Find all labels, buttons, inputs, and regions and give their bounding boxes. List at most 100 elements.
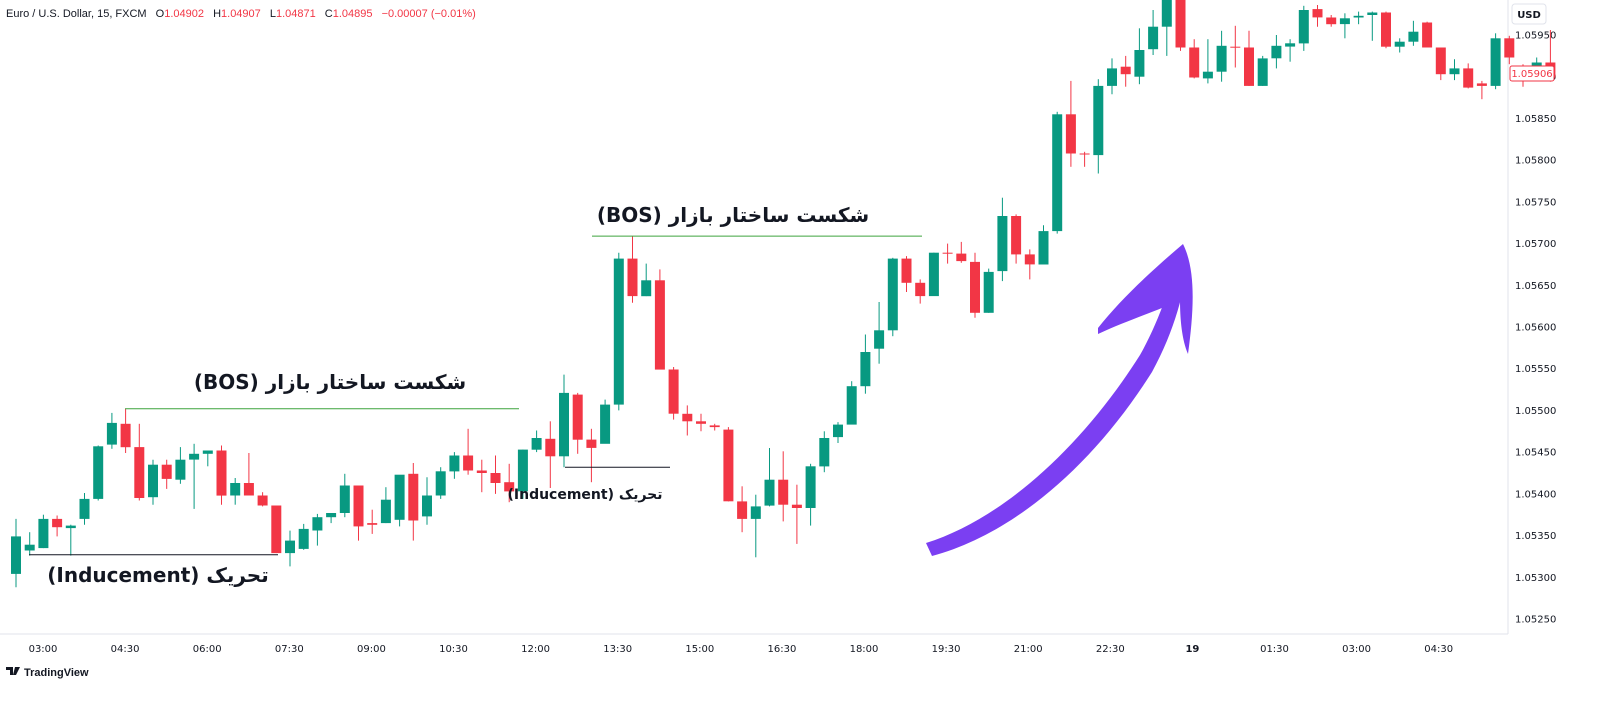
candle-106 bbox=[1463, 63, 1474, 89]
candle-body bbox=[1107, 68, 1117, 86]
candle-body bbox=[1038, 231, 1049, 265]
candle-body bbox=[764, 479, 775, 506]
time-axis[interactable]: 03:00 04:30 06:00 07:30 09:00 10:30 12:00 13:30… bbox=[29, 644, 1454, 655]
tradingview-logo[interactable]: TradingView bbox=[6, 667, 89, 679]
currency-button[interactable]: USD bbox=[1511, 3, 1547, 25]
candle-body bbox=[1257, 58, 1268, 86]
candle-body bbox=[38, 518, 49, 549]
candle-body bbox=[1052, 114, 1063, 232]
candle-body bbox=[709, 425, 720, 428]
candle-19 bbox=[271, 505, 282, 554]
candle-body bbox=[600, 404, 611, 444]
candle-65 bbox=[901, 256, 912, 292]
price-tick-4: 1.05750 bbox=[1515, 197, 1556, 208]
candle-50 bbox=[696, 413, 706, 432]
candle-91 bbox=[1257, 55, 1268, 86]
candle-body bbox=[1435, 47, 1446, 75]
candle-body bbox=[901, 258, 912, 283]
candle-16 bbox=[230, 478, 241, 505]
symbol-title: Euro / U.S. Dollar, 15, FXCM bbox=[6, 8, 147, 20]
time-tick-4: 09:00 bbox=[357, 644, 386, 655]
candle-body bbox=[298, 528, 309, 549]
price-tick-8: 1.05550 bbox=[1515, 364, 1556, 375]
candle-67 bbox=[928, 252, 939, 297]
candle-95 bbox=[1312, 5, 1323, 27]
candle-34 bbox=[476, 459, 487, 493]
candle-62 bbox=[860, 334, 871, 394]
candle-body bbox=[504, 482, 515, 492]
time-tick-16: 03:00 bbox=[1342, 644, 1371, 655]
price-tick-14: 1.05250 bbox=[1515, 615, 1556, 626]
time-tick-7: 13:30 bbox=[603, 644, 632, 655]
candle-body bbox=[312, 517, 323, 531]
current-price-text: 1.05906 bbox=[1511, 69, 1552, 80]
candle-96 bbox=[1326, 15, 1337, 27]
candle-105 bbox=[1449, 59, 1460, 81]
candle-79 bbox=[1093, 79, 1104, 174]
candle-46 bbox=[641, 263, 652, 297]
time-tick-2: 06:00 bbox=[193, 644, 222, 655]
candle-body bbox=[449, 455, 460, 472]
candle-47 bbox=[654, 269, 665, 370]
candle-body bbox=[641, 280, 652, 297]
price-tick-13: 1.05300 bbox=[1515, 573, 1556, 584]
candle-25 bbox=[353, 485, 364, 541]
close-label: C bbox=[325, 8, 333, 20]
candle-90 bbox=[1244, 30, 1254, 86]
candle-body bbox=[1312, 9, 1323, 18]
candle-body bbox=[1079, 153, 1090, 155]
candle-49 bbox=[682, 405, 693, 436]
candle-body bbox=[148, 464, 158, 498]
price-tick-11: 1.05400 bbox=[1515, 489, 1556, 500]
candle-88 bbox=[1216, 30, 1227, 82]
close-value: 1.04895 bbox=[333, 8, 373, 20]
candle-51 bbox=[709, 423, 720, 431]
candle-64 bbox=[887, 257, 898, 337]
candle-body bbox=[750, 506, 761, 519]
annotation-lines bbox=[29, 235, 922, 556]
time-tick-11: 19:30 bbox=[932, 644, 961, 655]
candle-body bbox=[983, 271, 994, 313]
price-tick-5: 1.05700 bbox=[1515, 239, 1556, 250]
candle-body bbox=[1504, 38, 1515, 58]
candle-body bbox=[1134, 50, 1145, 77]
candle-17 bbox=[243, 453, 254, 496]
candle-104 bbox=[1435, 47, 1446, 81]
candle-body bbox=[106, 422, 117, 445]
price-tick-0: 1.05950 bbox=[1515, 31, 1556, 42]
candle-body bbox=[627, 258, 638, 297]
open-value: 1.04902 bbox=[164, 8, 204, 20]
candle-body bbox=[1065, 114, 1076, 154]
candle-body bbox=[1244, 47, 1254, 86]
price-tick-10: 1.05450 bbox=[1515, 448, 1556, 459]
trend-arrow-head bbox=[1098, 244, 1193, 354]
candle-3 bbox=[52, 515, 63, 537]
candle-body bbox=[1463, 68, 1474, 88]
candle-body bbox=[1285, 43, 1296, 47]
candle-94 bbox=[1298, 5, 1309, 51]
candle-body bbox=[531, 438, 542, 450]
candle-body bbox=[93, 446, 104, 499]
candle-92 bbox=[1271, 35, 1282, 69]
candle-body bbox=[791, 504, 802, 508]
candle-37 bbox=[517, 449, 528, 499]
candles bbox=[11, 0, 1556, 588]
inducement-label-1: تحریک (Inducement) bbox=[47, 563, 268, 587]
low-value: 1.04871 bbox=[276, 8, 316, 20]
price-axis[interactable]: 1.059501.059001.058501.058001.057501.057… bbox=[1515, 31, 1556, 626]
candle-9 bbox=[134, 423, 145, 501]
candle-101 bbox=[1394, 38, 1405, 53]
candle-body bbox=[956, 253, 967, 262]
time-tick-12: 21:00 bbox=[1014, 644, 1043, 655]
candle-12 bbox=[175, 447, 186, 484]
candle-0 bbox=[11, 518, 21, 588]
candle-body bbox=[613, 258, 624, 405]
candle-53 bbox=[737, 486, 748, 533]
candle-83 bbox=[1148, 10, 1159, 55]
currency-label: USD bbox=[1517, 10, 1541, 21]
candle-102 bbox=[1408, 20, 1419, 46]
candle-40 bbox=[559, 374, 569, 468]
candle-39 bbox=[545, 421, 556, 488]
open-label: O bbox=[156, 8, 165, 20]
